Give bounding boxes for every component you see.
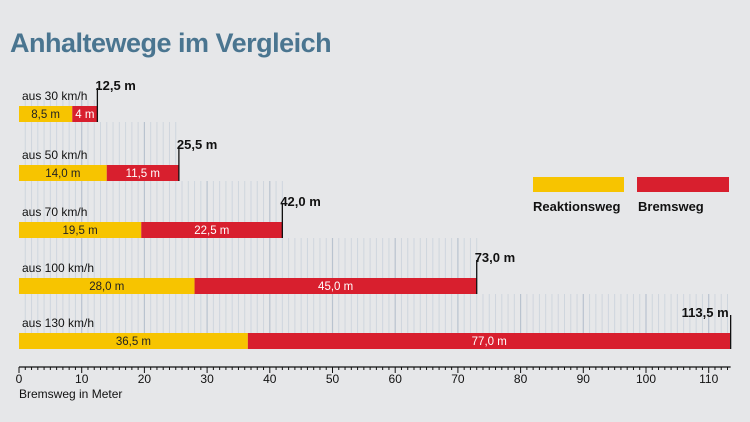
bar-reaktionsweg (19, 165, 107, 181)
x-tick-label: 60 (389, 372, 403, 386)
bar-label-bremsweg: 22,5 m (194, 225, 229, 237)
total-label: 12,5 m (95, 78, 135, 93)
x-tick-label: 20 (138, 372, 152, 386)
bar-bremsweg (247, 333, 731, 349)
bar-bremsweg (141, 222, 283, 238)
bar-label-bremsweg: 77,0 m (472, 336, 507, 348)
x-tick-label: 80 (514, 372, 528, 386)
bar-bremsweg (106, 165, 179, 181)
x-tick-label: 90 (577, 372, 591, 386)
x-axis-title: Bremsweg in Meter (19, 387, 122, 401)
bar-reaktionsweg (19, 333, 248, 349)
x-tick-label: 10 (75, 372, 89, 386)
x-tick-label: 100 (636, 372, 656, 386)
bar-reaktionsweg (19, 106, 73, 122)
category-label: aus 50 km/h (22, 148, 87, 162)
total-label: 42,0 m (280, 194, 320, 209)
category-label: aus 70 km/h (22, 205, 87, 219)
x-tick-label: 110 (699, 372, 718, 386)
x-tick-label: 70 (451, 372, 465, 386)
x-tick-label: 50 (326, 372, 340, 386)
bar-label-reaktionsweg: 8,5 m (31, 109, 60, 121)
bar-label-reaktionsweg: 19,5 m (63, 225, 98, 237)
total-label: 113,5 m (682, 305, 729, 320)
chart-title: Anhaltewege im Vergleich (10, 28, 332, 58)
bar-bremsweg (72, 106, 98, 122)
bar-label-bremsweg: 11,5 m (126, 168, 160, 180)
category-label: aus 100 km/h (22, 261, 94, 275)
legend-label-reaktionsweg: Reaktionsweg (533, 199, 620, 214)
bar-label-reaktionsweg: 14,0 m (45, 168, 80, 180)
bar-label-reaktionsweg: 36,5 m (116, 336, 151, 348)
total-label: 73,0 m (475, 250, 515, 265)
legend-swatch-reaktionsweg (533, 177, 624, 192)
legend-label-bremsweg: Bremsweg (638, 199, 704, 214)
x-tick-label: 0 (16, 372, 23, 386)
bar-reaktionsweg (19, 222, 142, 238)
bar-reaktionsweg (19, 278, 195, 294)
bar-label-bremsweg: 4 m (75, 109, 94, 121)
x-tick-label: 40 (263, 372, 277, 386)
category-label: aus 130 km/h (22, 316, 94, 330)
total-label: 25,5 m (177, 137, 217, 152)
legend-swatch-bremsweg (637, 177, 729, 192)
bar-label-bremsweg: 45,0 m (318, 281, 353, 293)
bar-label-reaktionsweg: 28,0 m (89, 281, 124, 293)
x-tick-label: 30 (200, 372, 214, 386)
bar-bremsweg (194, 278, 477, 294)
category-label: aus 30 km/h (22, 89, 87, 103)
